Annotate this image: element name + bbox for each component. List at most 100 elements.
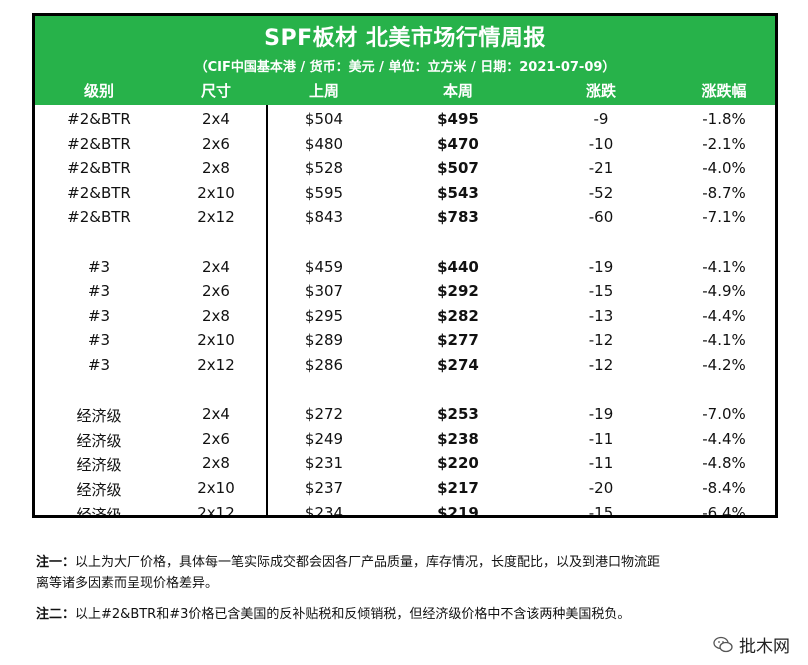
cell-change-pct: -4.1%: [702, 331, 746, 350]
cell-last-week: $307: [304, 282, 344, 301]
table-row: #2&BTR 2x10 $595 $543 -52 -8.7%: [35, 181, 775, 205]
cell-last-week: $272: [304, 405, 344, 424]
cell-change-pct: -2.1%: [702, 134, 746, 153]
cell-change: -9: [593, 110, 609, 128]
table-row: 经济级 2x12 $234 $219 -15 -6.4%: [35, 501, 775, 518]
table-row: #2&BTR 2x12 $843 $783 -60 -7.1%: [35, 205, 775, 229]
cell-change-pct: -7.1%: [702, 208, 746, 227]
cell-last-week: $528: [304, 159, 344, 178]
cell-change-pct: -4.4%: [702, 429, 746, 448]
cell-size: 2x6: [202, 134, 230, 153]
cell-grade: #2&BTR: [67, 159, 131, 178]
cell-size: 2x4: [202, 405, 230, 424]
cell-size: 2x8: [202, 306, 230, 325]
price-table: SPF板材 北美市场行情周报 （CIF中国基本港 / 货币：美元 / 单位：立方…: [32, 13, 778, 518]
cell-size: 2x12: [197, 503, 235, 518]
note-two-text: 以上#2&BTR和#3价格已含美国的反补贴税和反倾销税，但经济级价格中不含该两种…: [75, 607, 631, 622]
cell-change: -52: [588, 183, 614, 202]
column-header-this-week: 本周: [442, 82, 473, 100]
cell-last-week: $231: [304, 454, 344, 473]
cell-change-pct: -8.4%: [702, 479, 746, 497]
note-one-continued: 离等诸多因素而呈现价格差异。: [36, 576, 219, 591]
cell-this-week: $543: [437, 183, 479, 202]
table-row: #2&BTR 2x6 $480 $470 -10 -2.1%: [35, 132, 775, 156]
note-one-label: 注一：: [36, 555, 76, 570]
cell-change-pct: -6.4%: [702, 503, 746, 518]
cell-grade: #3: [87, 306, 111, 325]
note-one-text: 以上为大厂价格，具体每一笔实际成交都会因各厂产品质量，库存情况，长度配比，以及到…: [75, 555, 661, 570]
cell-change: -19: [588, 257, 614, 276]
cell-change: -12: [588, 331, 614, 350]
cell-change: -15: [588, 282, 614, 301]
cell-last-week: $237: [304, 479, 344, 497]
cell-last-week: $595: [304, 183, 344, 202]
cell-this-week: $470: [437, 134, 479, 153]
cell-change: -15: [588, 503, 614, 518]
cell-size: 2x12: [197, 356, 235, 374]
column-divider: [266, 105, 268, 515]
cell-grade: 经济级: [76, 481, 122, 499]
table-row: #3 2x8 $295 $282 -13 -4.4%: [35, 304, 775, 328]
cell-change: -20: [588, 479, 614, 497]
cell-change-pct: -7.0%: [702, 405, 746, 424]
cell-grade: 经济级: [76, 505, 122, 518]
cell-this-week: $507: [437, 159, 479, 178]
cell-grade: #2&BTR: [67, 183, 131, 202]
note-one: 注一：以上为大厂价格，具体每一笔实际成交都会因各厂产品质量，库存情况，长度配比，…: [36, 552, 776, 573]
cell-size: 2x4: [202, 257, 230, 276]
cell-this-week: $217: [437, 479, 479, 497]
cell-this-week: $783: [437, 208, 479, 227]
cell-size: 2x4: [202, 110, 230, 128]
cell-size: 2x6: [202, 282, 230, 301]
cell-this-week: $220: [437, 454, 479, 473]
cell-this-week: $282: [437, 306, 479, 325]
cell-grade: #2&BTR: [67, 134, 131, 153]
cell-this-week: $219: [437, 503, 479, 518]
cell-grade: #3: [87, 331, 111, 350]
cell-last-week: $295: [304, 306, 344, 325]
watermark-text: 批木网: [739, 637, 790, 657]
cell-this-week: $292: [437, 282, 479, 301]
table-row: 经济级 2x6 $249 $238 -11 -4.4%: [35, 427, 775, 451]
cell-change: -13: [588, 306, 614, 325]
wechat-icon: [713, 636, 733, 652]
cell-this-week: $253: [437, 405, 479, 424]
cell-last-week: $504: [304, 110, 344, 128]
cell-size: 2x8: [202, 454, 230, 473]
table-row: 经济级 2x4 $272 $253 -19 -7.0%: [35, 402, 775, 426]
column-header-last-week: 上周: [308, 82, 339, 100]
cell-size: 2x10: [197, 479, 235, 497]
cell-last-week: $843: [304, 208, 344, 227]
cell-change: -60: [588, 208, 614, 227]
note-two: 注二：以上#2&BTR和#3价格已含美国的反补贴税和反倾销税，但经济级价格中不含…: [36, 604, 776, 625]
cell-change: -19: [588, 405, 614, 424]
cell-change-pct: -4.1%: [702, 257, 746, 276]
cell-this-week: $238: [437, 429, 479, 448]
cell-grade: #2&BTR: [67, 110, 131, 128]
cell-last-week: $289: [304, 331, 344, 350]
cell-grade: #3: [87, 257, 111, 276]
cell-grade: 经济级: [76, 431, 122, 450]
cell-change: -12: [588, 356, 614, 374]
column-header-change: 涨跌: [585, 82, 616, 100]
table-row: #3 2x12 $286 $274 -12 -4.2%: [35, 353, 775, 377]
cell-last-week: $286: [304, 356, 344, 374]
table-row: 经济级 2x10 $237 $217 -20 -8.4%: [35, 476, 775, 500]
table-row: #2&BTR 2x8 $528 $507 -21 -4.0%: [35, 156, 775, 180]
cell-change-pct: -4.8%: [702, 454, 746, 473]
cell-last-week: $480: [304, 134, 344, 153]
cell-change: -11: [588, 429, 614, 448]
footnotes: 注一：以上为大厂价格，具体每一笔实际成交都会因各厂产品质量，库存情况，长度配比，…: [36, 552, 776, 625]
table-row: 经济级 2x8 $231 $220 -11 -4.8%: [35, 451, 775, 475]
report-subtitle: （CIF中国基本港 / 货币：美元 / 单位：立方米 / 日期：2021-07-…: [194, 60, 616, 75]
cell-change: -21: [588, 159, 614, 178]
table-row: #3 2x6 $307 $292 -15 -4.9%: [35, 279, 775, 303]
cell-change-pct: -4.0%: [702, 159, 746, 178]
cell-size: 2x10: [197, 331, 235, 350]
cell-change: -10: [588, 134, 614, 153]
column-header-grade: 级别: [83, 82, 114, 100]
cell-change-pct: -1.8%: [702, 110, 746, 128]
cell-change: -11: [588, 454, 614, 473]
watermark: 批木网: [713, 632, 790, 657]
cell-change-pct: -4.9%: [702, 282, 746, 301]
